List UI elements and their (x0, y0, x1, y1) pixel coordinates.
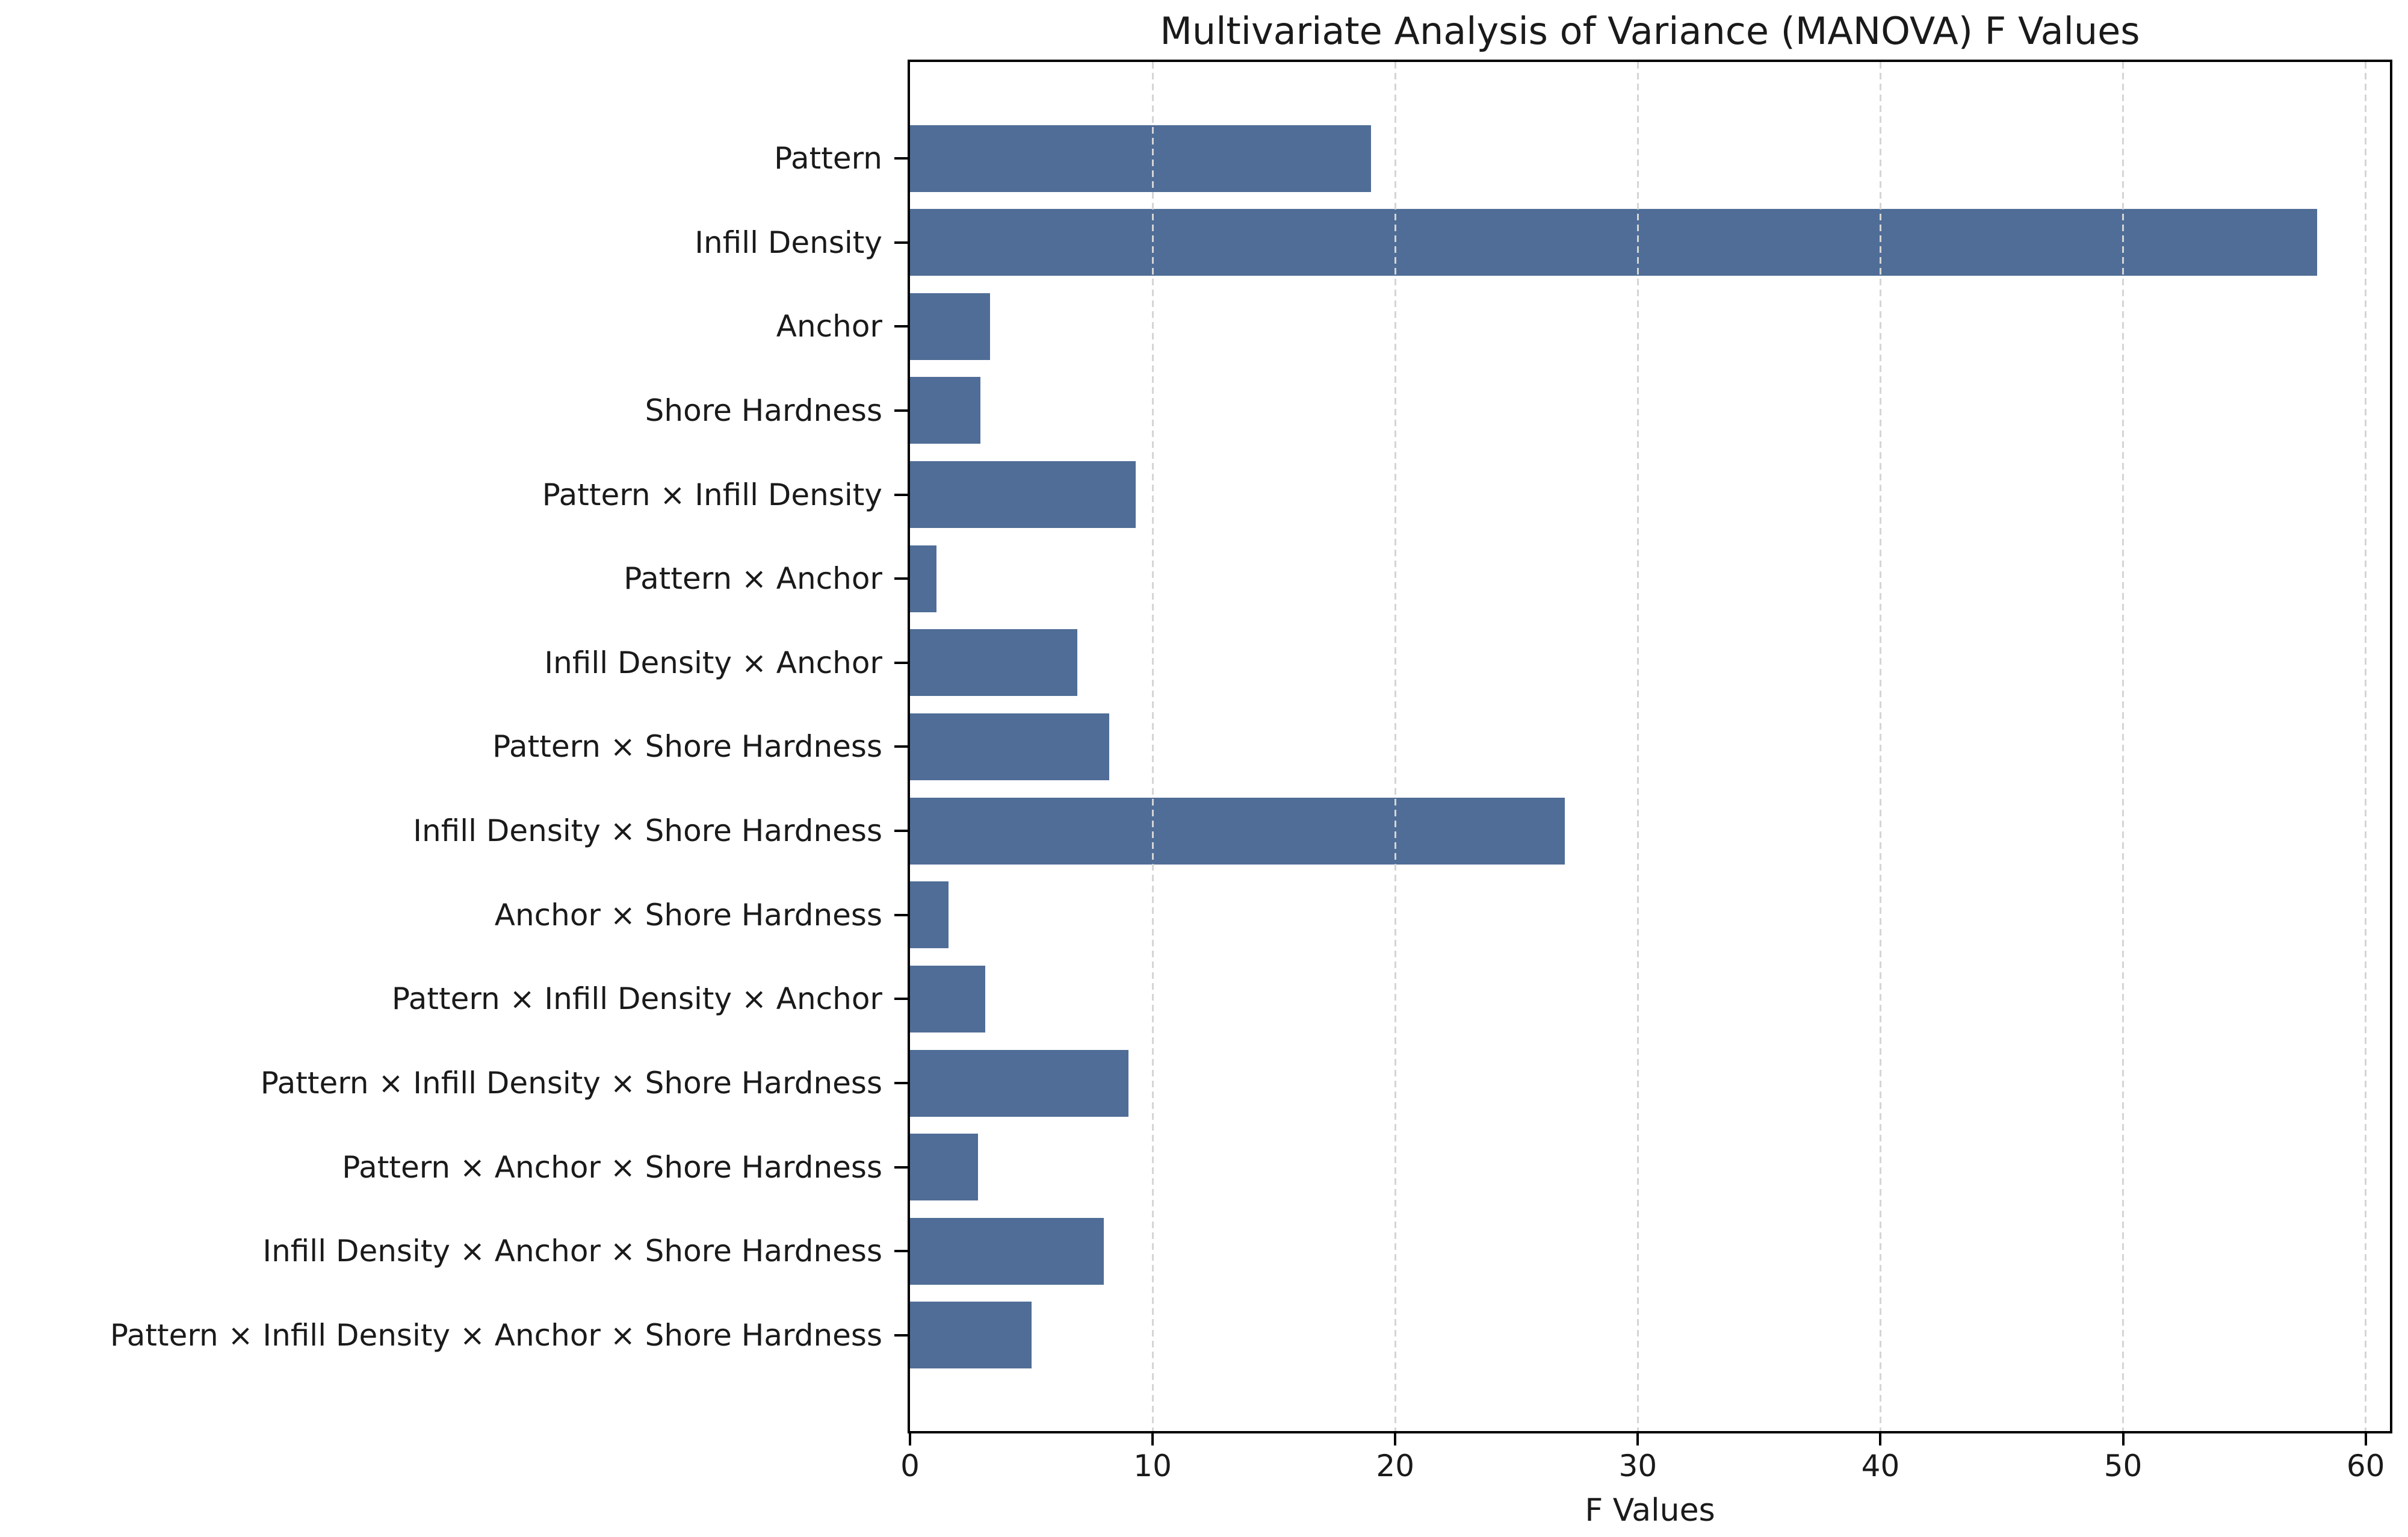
gridline-60 (2365, 62, 2367, 1431)
x-tick-mark (1394, 1433, 1397, 1445)
bar-pattern-infill-density (910, 461, 1136, 529)
y-tick-label: Pattern × Infill Density (542, 477, 882, 512)
x-tick-mark (1151, 1433, 1154, 1445)
y-tick-mark (894, 241, 908, 244)
x-tick-mark (1636, 1433, 1639, 1445)
bar-anchor (910, 293, 990, 360)
y-tick-mark (894, 1082, 908, 1085)
x-tick-label: 30 (1618, 1449, 1657, 1483)
y-tick-label: Shore Hardness (645, 393, 882, 428)
gridline-10 (1151, 62, 1154, 1431)
y-tick-mark (894, 1250, 908, 1253)
bar-infill-density-anchor-shore-hardness (910, 1217, 1104, 1285)
chart-title: Multivariate Analysis of Variance (MANOV… (1160, 9, 2140, 53)
y-tick-mark (894, 998, 908, 1001)
x-tick-label: 60 (2346, 1449, 2385, 1483)
y-tick-mark (894, 157, 908, 160)
y-tick-mark (894, 409, 908, 412)
y-tick-label: Anchor × Shore Hardness (494, 897, 882, 933)
x-tick-mark (2364, 1433, 2367, 1445)
bar-pattern-anchor (910, 545, 936, 612)
y-tick-mark (894, 661, 908, 664)
bar-pattern-infill-density-shore-hardness (910, 1049, 1128, 1117)
bar-infill-density (910, 209, 2317, 276)
y-tick-label: Pattern (774, 141, 882, 176)
y-tick-mark (894, 1166, 908, 1169)
y-tick-label: Infill Density × Anchor × Shore Hardness (262, 1234, 882, 1269)
x-axis-label: F Values (1585, 1492, 1715, 1529)
y-tick-label: Infill Density × Anchor (544, 645, 882, 680)
x-tick-mark (1879, 1433, 1882, 1445)
gridline-30 (1636, 62, 1639, 1431)
bar-pattern (910, 125, 1371, 192)
bar-pattern-infill-density-anchor-shore-hardness (910, 1302, 1032, 1369)
x-tick-label: 20 (1376, 1449, 1415, 1483)
y-tick-mark (894, 493, 908, 496)
bar-pattern-shore-hardness (910, 713, 1109, 780)
y-tick-mark (894, 577, 908, 580)
x-tick-mark (2122, 1433, 2125, 1445)
y-tick-label: Pattern × Anchor × Shore Hardness (342, 1149, 882, 1185)
x-tick-mark (909, 1433, 911, 1445)
y-tick-label: Pattern × Infill Density × Anchor × Shor… (110, 1317, 882, 1353)
x-tick-label: 10 (1133, 1449, 1172, 1483)
y-tick-label: Infill Density (695, 225, 882, 260)
bar-anchor-shore-hardness (910, 881, 949, 949)
gridline-20 (1394, 62, 1396, 1431)
y-tick-label: Pattern × Infill Density × Shore Hardnes… (260, 1066, 882, 1101)
x-tick-label: 0 (900, 1449, 920, 1483)
y-tick-label: Pattern × Shore Hardness (492, 729, 882, 765)
y-tick-label: Infill Density × Shore Hardness (413, 813, 882, 849)
y-tick-label: Pattern × Infill Density × Anchor (391, 981, 882, 1017)
bar-pattern-infill-density-anchor (910, 965, 985, 1032)
gridline-50 (2122, 62, 2125, 1431)
y-tick-mark (894, 830, 908, 833)
bar-shore-hardness (910, 377, 980, 444)
bar-infill-density-anchor (910, 629, 1077, 697)
gridline-40 (1879, 62, 1881, 1431)
y-tick-label: Anchor (776, 309, 882, 344)
y-tick-mark (894, 325, 908, 328)
x-tick-label: 50 (2103, 1449, 2143, 1483)
bar-infill-density-shore-hardness (910, 797, 1565, 865)
y-tick-label: Pattern × Anchor (624, 561, 882, 597)
y-tick-mark (894, 745, 908, 748)
bar-pattern-anchor-shore-hardness (910, 1134, 978, 1201)
plot-area (908, 60, 2392, 1433)
x-tick-label: 40 (1861, 1449, 1900, 1483)
y-tick-mark (894, 913, 908, 916)
y-tick-mark (894, 1334, 908, 1337)
